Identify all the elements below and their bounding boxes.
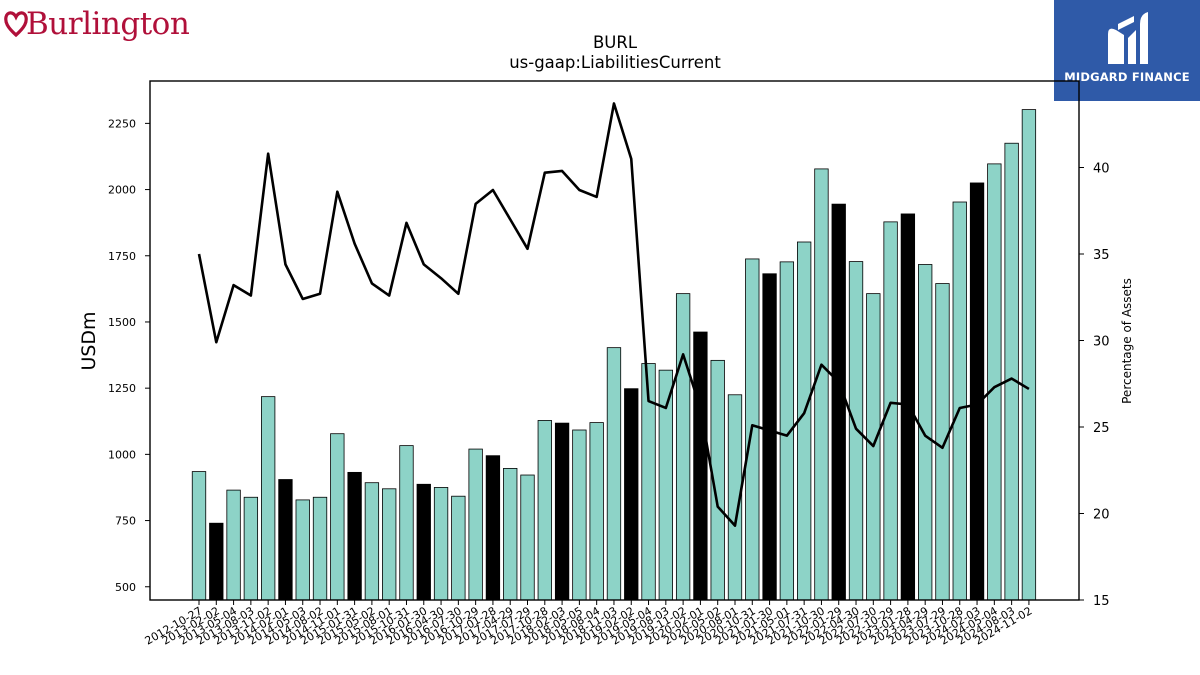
bar	[226, 489, 241, 601]
bar	[589, 422, 604, 601]
heart-icon	[4, 11, 28, 38]
bar	[572, 429, 587, 601]
bar	[468, 448, 483, 601]
bar-series	[191, 109, 1037, 601]
bar	[537, 420, 552, 601]
bar	[624, 388, 639, 601]
bar	[399, 445, 414, 601]
bar	[969, 182, 985, 601]
bar	[416, 483, 431, 601]
bar	[295, 499, 310, 601]
y-tick-label: 1000	[108, 448, 136, 461]
publisher-logo: MIDGARD FINANCE	[1054, 0, 1200, 101]
bar	[261, 396, 276, 601]
bar	[312, 496, 328, 601]
y2-tick-label: 30	[1093, 335, 1110, 350]
y2-tick-label: 25	[1093, 421, 1110, 436]
percentage-line-series	[197, 102, 1030, 527]
x-axis-ticks: 2012-10-272013-02-022013-05-042013-08-03…	[143, 600, 1034, 648]
bar	[209, 522, 224, 601]
y2-tick-label: 20	[1093, 508, 1110, 523]
percentage-line	[197, 102, 1030, 527]
right-axis-ticks: 15 20 25 30 35 40	[1079, 162, 1110, 609]
bar	[606, 347, 622, 601]
y-tick-label: 2000	[108, 184, 136, 197]
y-tick-label: 1250	[108, 382, 136, 395]
bar	[503, 467, 518, 601]
bar	[364, 482, 380, 601]
y-tick-label: 750	[115, 515, 136, 528]
bar	[848, 261, 864, 601]
y-tick-label: 1750	[108, 250, 136, 263]
bar	[382, 488, 397, 601]
bar	[814, 168, 829, 601]
y2-tick-label: 35	[1093, 248, 1110, 263]
bar	[554, 422, 570, 601]
bar	[451, 495, 466, 601]
bar	[831, 203, 846, 601]
y-axis-label: USDm	[78, 311, 100, 370]
midgard-emblem-icon	[1108, 12, 1148, 65]
company-wordmark: Burlington	[26, 6, 190, 42]
bar	[243, 496, 259, 601]
chart-subtitle: us-gaap:LiabilitiesCurrent	[509, 53, 721, 72]
y-tick-label: 2250	[108, 117, 136, 130]
bar	[675, 293, 691, 601]
publisher-wordmark: MIDGARD FINANCE	[1064, 70, 1190, 84]
bar	[883, 221, 898, 601]
bar	[278, 479, 293, 601]
bar	[987, 163, 1002, 601]
chart-title: BURL	[593, 33, 638, 52]
y2-axis-label: Percentage of Assets	[1120, 278, 1134, 404]
left-axis-ticks: 500 750 1000 1250 1500 1750 2000 2250	[108, 117, 150, 594]
bar	[918, 264, 933, 601]
bar	[330, 433, 345, 601]
y2-tick-label: 15	[1093, 594, 1110, 609]
bar	[935, 283, 950, 601]
bar	[952, 201, 967, 601]
bar	[693, 331, 708, 601]
bar	[1004, 142, 1019, 601]
y-tick-label: 500	[115, 581, 136, 594]
bar	[1021, 109, 1037, 601]
bar	[347, 471, 362, 601]
bar	[762, 273, 777, 601]
bar	[520, 474, 535, 601]
bar	[485, 455, 501, 601]
y2-tick-label: 40	[1093, 162, 1110, 177]
y-tick-label: 1500	[108, 316, 136, 329]
bar	[433, 487, 449, 601]
company-logo: Burlington	[4, 4, 190, 48]
bar	[191, 471, 207, 601]
